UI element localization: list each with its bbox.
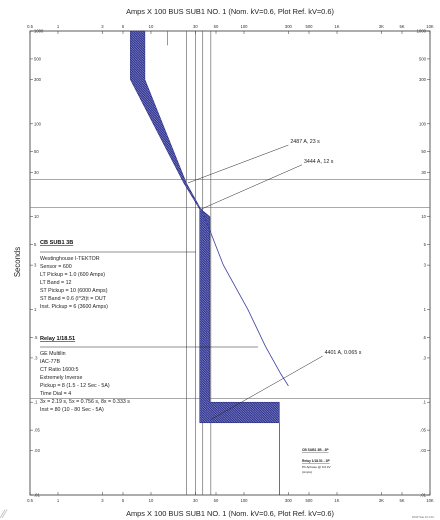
x-tick-label-top: 100 xyxy=(240,24,248,29)
y-tick-label-right: .5 xyxy=(423,335,427,340)
relay-label-line: Inst = 80 (10 - 80 Sec - 5A) xyxy=(40,407,104,413)
cb-label-title: CB SUB1 3B xyxy=(40,240,73,246)
annotation-leader xyxy=(187,144,289,184)
y-tick-label-left: 5 xyxy=(34,242,37,247)
x-tick-label-bottom: 50 xyxy=(214,498,219,503)
x-tick-label-top: 5 xyxy=(122,24,125,29)
annotation-label: 4401 A, 0.065 s xyxy=(325,350,362,356)
y-tick-label-right: 30 xyxy=(421,170,426,175)
y-tick-label-right: 300 xyxy=(419,77,427,82)
x-tick-label-bottom: 3K xyxy=(379,498,384,503)
relay-label-line: 3x = 2.19 s, 5x = 0.756 s, 8x = 0.333 s xyxy=(40,399,130,405)
x-tick-label-bottom: 5 xyxy=(122,498,125,503)
x-tick-label-bottom: 300 xyxy=(285,498,293,503)
x-tick-label-top: 5K xyxy=(399,24,404,29)
x-tick-label-top: 3 xyxy=(101,24,104,29)
relay-device-label: Relay 1/18.51 GE Multilin IAC-77B CT Rat… xyxy=(40,336,258,413)
x-tick-label-bottom: 5K xyxy=(399,498,404,503)
y-tick-label-left: 1000 xyxy=(34,29,44,34)
y-tick-label-left: 1 xyxy=(34,307,37,312)
relay-label-line: CT Ratio 1600:5 xyxy=(40,367,79,373)
y-tick-label-right: 500 xyxy=(419,56,427,61)
x-tick-label-bottom: 1K xyxy=(334,498,339,503)
y-tick-label-left: .03 xyxy=(34,448,40,453)
chart-title-bottom: Amps X 100 BUS SUB1 NO. 1 (Nom. kV=0.6, … xyxy=(126,509,334,518)
x-tick-label-top: 1K xyxy=(334,24,339,29)
x-tick-label-top: 30 xyxy=(193,24,198,29)
x-tick-label-top: 50 xyxy=(214,24,219,29)
x-tick-label-bottom: 3 xyxy=(101,498,104,503)
x-tick-label-top: 1 xyxy=(57,24,60,29)
y-tick-label-left: .05 xyxy=(34,428,40,433)
cb-trip-band xyxy=(130,30,280,495)
cb-label-line: LT Band = 12 xyxy=(40,280,72,286)
y-tick-label-right: .01 xyxy=(420,493,426,498)
x-tick-label-bottom: 10K xyxy=(426,498,434,503)
legend-item: Ph Aphase @ 0.6 kV xyxy=(302,465,332,469)
cb-label-line: ST Pickup = 10 (6000 Amps) xyxy=(40,288,108,294)
y-tick-label-left: .01 xyxy=(34,493,40,498)
y-tick-label-left: .3 xyxy=(34,355,38,360)
relay-label-line: Time Dial = 4 xyxy=(40,391,71,397)
legend-item: (Amps) xyxy=(302,470,312,474)
annotation-label: 2487 A, 23 s xyxy=(290,139,320,145)
relay-label-line: Extremely Inverse xyxy=(40,375,82,381)
cb-label-line: LT Pickup = 1.0 (600 Amps) xyxy=(40,272,105,278)
y-tick-label-left: .5 xyxy=(34,335,38,340)
annotation-label: 3444 A, 12 s xyxy=(304,159,334,165)
y-tick-label-right: 3 xyxy=(424,263,427,268)
y-tick-label-right: .03 xyxy=(420,448,426,453)
x-tick-label-top: 500 xyxy=(306,24,314,29)
x-tick-label-bottom: 100 xyxy=(240,498,248,503)
footer-text: ETAP Star 16.1.0C xyxy=(412,515,434,519)
x-tick-label-top: 3K xyxy=(379,24,384,29)
annotation-leader xyxy=(200,164,303,210)
y-tick-label-right: 5 xyxy=(424,242,427,247)
y-tick-label-right: 100 xyxy=(419,121,427,126)
y-tick-label-left: 100 xyxy=(34,121,42,126)
y-tick-label-left: 300 xyxy=(34,77,42,82)
y-tick-label-left: 3 xyxy=(34,263,37,268)
y-tick-label-right: 1000 xyxy=(417,29,427,34)
x-tick-label-bottom: 30 xyxy=(193,498,198,503)
y-tick-label-left: 10 xyxy=(34,214,39,219)
relay-label-line: Pickup = 8 (1.5 - 12 Sec - 5A) xyxy=(40,383,110,389)
relay-label-line: IAC-77B xyxy=(40,359,60,365)
x-tick-label-top: 10 xyxy=(149,24,154,29)
plot-frame xyxy=(29,30,431,496)
y-tick-label-left: 500 xyxy=(34,56,42,61)
x-tick-label-top: 300 xyxy=(285,24,293,29)
x-tick-label-top: 10K xyxy=(426,24,434,29)
chart-title-top: Amps X 100 BUS SUB1 NO. 1 (Nom. kV=0.6, … xyxy=(126,7,334,16)
legend-box: CB SUB1 3B - 3P Relay 1/18.51 - 3P Ph Ap… xyxy=(302,448,332,474)
cb-label-line: ST Band = 0.6 (I^2t)t = OUT xyxy=(40,296,107,302)
y-tick-label-right: 1 xyxy=(424,307,427,312)
page-corner-marker: ⁄⁄ xyxy=(0,507,8,520)
cb-label-line: Westinghouse I-TEKTOR xyxy=(40,256,100,262)
cb-label-line: Inst. Pickup = 6 (3600 Amps) xyxy=(40,304,108,310)
x-tick-label-bottom: 1 xyxy=(57,498,60,503)
y-tick-label-left: 30 xyxy=(34,170,39,175)
y-axis-label: Seconds xyxy=(13,247,22,277)
cb-label-line: Sensor = 600 xyxy=(40,264,72,270)
x-tick-label-top: 0.5 xyxy=(27,24,33,29)
legend-item: CB SUB1 3B - 3P xyxy=(302,448,329,452)
y-tick-label-right: .05 xyxy=(420,428,426,433)
cb-device-label: CB SUB1 3B Westinghouse I-TEKTOR Sensor … xyxy=(40,240,196,310)
y-tick-label-left: .1 xyxy=(34,400,38,405)
y-tick-label-right: .1 xyxy=(423,400,427,405)
x-tick-label-bottom: 0.5 xyxy=(27,498,33,503)
y-tick-label-right: 10 xyxy=(421,214,426,219)
y-tick-label-right: .3 xyxy=(423,355,427,360)
y-tick-label-right: 50 xyxy=(421,149,426,154)
legend-item: Relay 1/18.51 - 3P xyxy=(302,459,330,463)
relay-label-title: Relay 1/18.51 xyxy=(40,336,75,342)
y-tick-label-left: 50 xyxy=(34,149,39,154)
relay-label-line: GE Multilin xyxy=(40,351,66,357)
relay-curve xyxy=(201,209,289,387)
x-tick-label-bottom: 500 xyxy=(306,498,314,503)
annotation-leader xyxy=(210,355,323,420)
x-tick-label-bottom: 10 xyxy=(149,498,154,503)
